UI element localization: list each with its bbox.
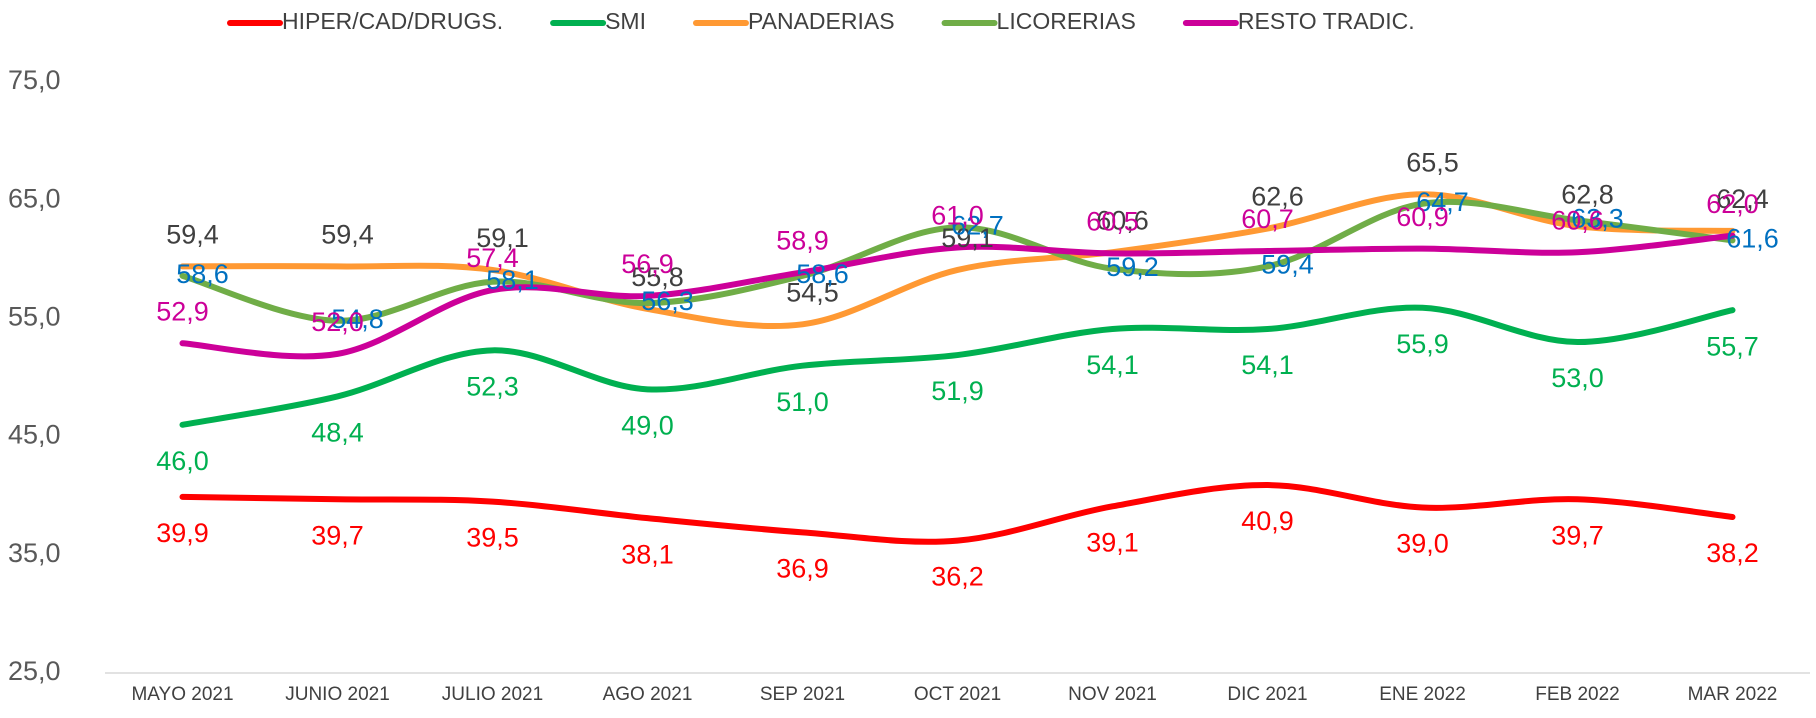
x-tick-label: DIC 2021	[1227, 684, 1307, 705]
data-label: 61,6	[1726, 224, 1779, 254]
data-label: 59,1	[476, 223, 529, 253]
data-label: 39,1	[1086, 527, 1139, 557]
data-label: 54,1	[1241, 350, 1294, 380]
series-line	[179, 304, 1736, 428]
data-label: 58,1	[486, 265, 539, 295]
x-tick-label: SEP 2021	[760, 684, 845, 705]
data-label: 58,6	[176, 259, 229, 289]
y-tick-label: 35,0	[8, 538, 61, 568]
data-label: 60,9	[1396, 202, 1449, 232]
data-label: 58,9	[776, 225, 829, 255]
data-label: 55,9	[1396, 329, 1449, 359]
data-label: 48,4	[311, 418, 364, 448]
series-line	[179, 482, 1736, 545]
data-label: 38,1	[621, 539, 674, 569]
data-label: 62,6	[1251, 182, 1304, 212]
data-label: 55,8	[631, 262, 684, 292]
data-label: 39,0	[1396, 529, 1449, 559]
data-label: 39,7	[311, 520, 364, 550]
legend-label: RESTO TRADIC.	[1238, 8, 1415, 34]
data-label: 63,3	[1571, 203, 1624, 233]
data-label: 39,9	[156, 518, 209, 548]
data-label: 51,0	[776, 387, 829, 417]
legend-label: PANADERIAS	[748, 8, 895, 34]
data-label: 38,2	[1706, 538, 1759, 568]
data-label: 61,0	[931, 201, 984, 231]
data-label: 51,9	[931, 376, 984, 406]
x-tick-label: JULIO 2021	[442, 684, 543, 705]
x-tick-label: OCT 2021	[914, 684, 1001, 705]
x-tick-label: FEB 2022	[1535, 684, 1620, 705]
data-label: 58,6	[796, 259, 849, 289]
x-tick-label: AGO 2021	[603, 684, 693, 705]
y-tick-label: 25,0	[8, 656, 61, 686]
x-tick-label: NOV 2021	[1068, 684, 1157, 705]
x-tick-label: JUNIO 2021	[285, 684, 390, 705]
data-label: 62,4	[1716, 184, 1769, 214]
data-label: 59,2	[1106, 252, 1159, 282]
data-label: 59,4	[321, 220, 374, 250]
series-line	[179, 232, 1736, 360]
data-label: 60,7	[1241, 204, 1294, 234]
data-label: 54,8	[331, 304, 384, 334]
data-label: 56,9	[621, 249, 674, 279]
data-label: 60,5	[1086, 207, 1139, 237]
data-label: 56,3	[641, 286, 694, 316]
data-label: 49,0	[621, 410, 674, 440]
data-label: 62,0	[1706, 189, 1759, 219]
data-label: 54,1	[1086, 350, 1139, 380]
x-tick-label: MAR 2022	[1688, 684, 1778, 705]
data-label: 59,4	[166, 220, 219, 250]
legend-label: LICORERIAS	[997, 8, 1136, 34]
x-tick-label: ENE 2022	[1379, 684, 1466, 705]
data-label: 40,9	[1241, 506, 1294, 536]
data-label: 59,4	[1261, 250, 1314, 280]
data-label: 59,1	[941, 223, 994, 253]
data-label: 62,8	[1561, 179, 1614, 209]
y-tick-label: 75,0	[8, 65, 61, 95]
data-label: 52,0	[311, 307, 364, 337]
data-label: 55,7	[1706, 331, 1759, 361]
legend-label: SMI	[605, 8, 646, 34]
data-label: 52,9	[156, 296, 209, 326]
y-tick-label: 55,0	[8, 302, 61, 332]
y-tick-label: 45,0	[8, 420, 61, 450]
data-label: 39,7	[1551, 520, 1604, 550]
data-label: 57,4	[466, 243, 519, 273]
legend-label: HIPER/CAD/DRUGS.	[282, 8, 503, 34]
data-label: 62,7	[951, 211, 1004, 241]
x-tick-label: MAYO 2021	[131, 684, 233, 705]
data-label: 39,5	[466, 523, 519, 553]
data-label: 54,5	[786, 277, 839, 307]
y-tick-label: 65,0	[8, 183, 61, 213]
data-label: 64,7	[1416, 187, 1469, 217]
data-label: 65,5	[1406, 147, 1459, 177]
data-label: 36,2	[931, 562, 984, 592]
data-label: 36,9	[776, 553, 829, 583]
series-line	[179, 198, 1736, 324]
data-label: 53,0	[1551, 363, 1604, 393]
data-label: 46,0	[156, 446, 209, 476]
data-label: 60,6	[1096, 205, 1149, 235]
data-label: 52,3	[466, 371, 519, 401]
data-label: 60,6	[1551, 205, 1604, 235]
